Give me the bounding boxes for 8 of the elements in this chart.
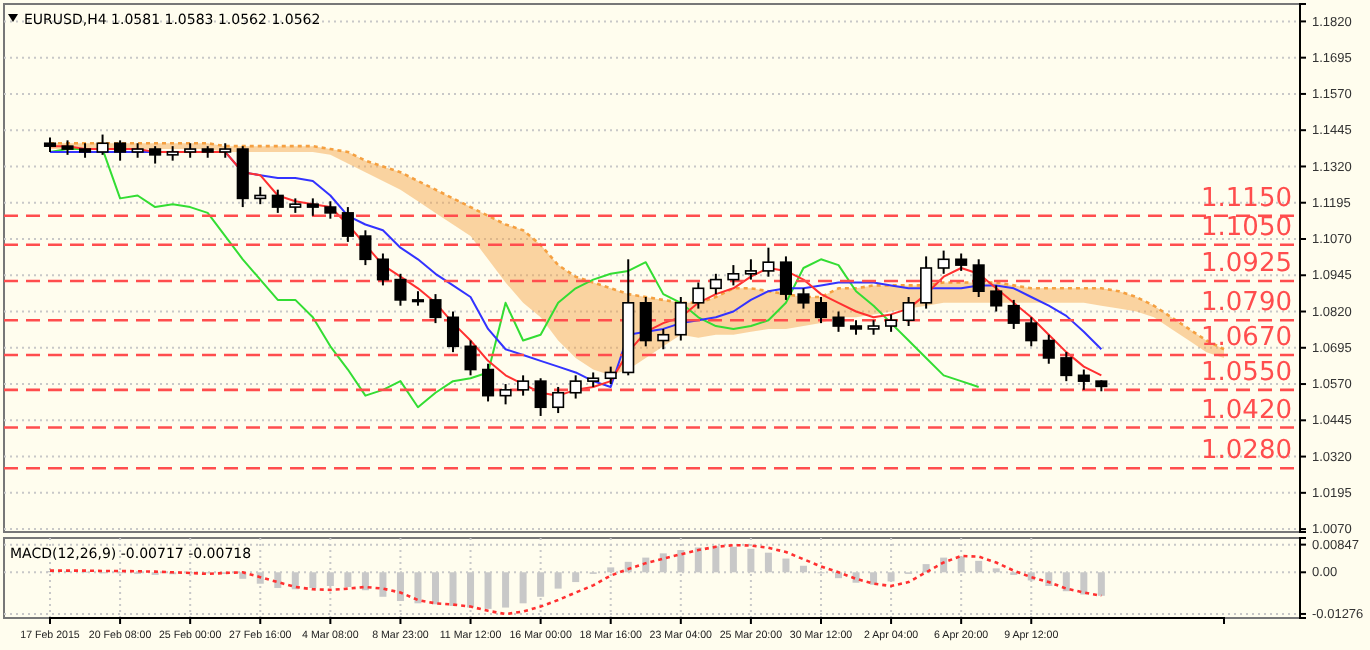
ref-line-label: 1.0670 bbox=[1201, 323, 1292, 354]
ref-line-label: 1.0420 bbox=[1201, 395, 1292, 426]
ref-line-label: 1.0550 bbox=[1201, 357, 1292, 388]
ref-line-label: 1.1050 bbox=[1201, 212, 1292, 243]
ref-line-label: 1.0280 bbox=[1201, 436, 1292, 467]
ref-line-label: 1.0925 bbox=[1201, 249, 1292, 280]
ref-line-label: 1.1150 bbox=[1201, 183, 1292, 214]
ref-line-label: 1.0790 bbox=[1201, 288, 1292, 319]
